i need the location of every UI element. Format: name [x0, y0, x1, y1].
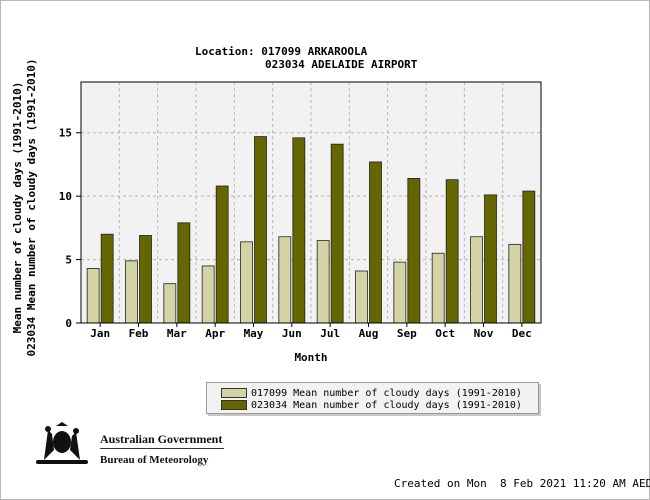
bar-series1-mar: [163, 283, 177, 324]
y-tick-label-15: 15: [59, 127, 72, 140]
plot-border: [80, 81, 542, 324]
x-tick-label-jun: Jun: [282, 327, 302, 340]
chart-title-line1: Location: 017099 ARKAROOLA: [195, 45, 368, 58]
x-tick-label-aug: Aug: [359, 327, 379, 340]
logo-divider: [100, 448, 224, 449]
x-tick-label-oct: Oct: [435, 327, 455, 340]
bar-series1-jan: [86, 268, 100, 324]
legend-label-series2: 023034 Mean number of cloudy days (1991-…: [251, 399, 522, 411]
created-timestamp: Created on Mon 8 Feb 2021 11:20 AM AEDT: [394, 477, 650, 490]
bar-series2-feb: [139, 235, 152, 324]
bar-series2-nov: [484, 194, 497, 324]
bar-series2-oct: [445, 179, 459, 324]
chart-title-line2: 023034 ADELAIDE AIRPORT: [265, 58, 418, 71]
bar-series2-jan: [100, 233, 114, 324]
y-tick-label-0: 0: [65, 317, 72, 330]
y-tick-label-5: 5: [65, 254, 72, 267]
bar-series1-feb: [125, 260, 138, 324]
bar-series2-jul: [330, 143, 344, 324]
x-tick-label-jul: Jul: [320, 327, 340, 340]
bar-series1-aug: [355, 270, 368, 324]
bar-series1-may: [240, 241, 253, 324]
bar-series2-dec: [522, 190, 536, 324]
bar-series1-nov: [470, 236, 483, 324]
x-tick-label-feb: Feb: [129, 327, 149, 340]
y-tick-label-10: 10: [59, 190, 72, 203]
x-tick-label-dec: Dec: [512, 327, 532, 340]
logo-government-text: Australian Government: [100, 432, 223, 446]
y-axis-label-2: 023034 Mean number of cloudy days (1991-…: [25, 58, 38, 356]
legend-entry-series1: 017099 Mean number of cloudy days (1991-…: [221, 387, 522, 399]
logo-bureau-text: Bureau of Meteorology: [100, 454, 209, 466]
bar-series1-apr: [201, 265, 215, 324]
bar-series1-jul: [316, 240, 330, 324]
x-axis-label: Month: [294, 351, 327, 364]
chart-legend: 017099 Mean number of cloudy days (1991-…: [206, 382, 539, 414]
x-tick-label-nov: Nov: [474, 327, 494, 340]
x-tick-label-apr: Apr: [205, 327, 225, 340]
bar-series1-jun: [278, 236, 292, 324]
bar-series2-sep: [407, 177, 421, 324]
legend-swatch-series1: [221, 388, 247, 398]
x-tick-label-jan: Jan: [90, 327, 110, 340]
legend-entry-series2: 023034 Mean number of cloudy days (1991-…: [221, 399, 522, 411]
bar-series2-aug: [369, 161, 382, 324]
legend-swatch-series2: [221, 400, 247, 410]
x-tick-label-sep: Sep: [397, 327, 417, 340]
legend-label-series1: 017099 Mean number of cloudy days (1991-…: [251, 387, 522, 399]
bar-series1-oct: [431, 252, 445, 324]
bar-series2-apr: [215, 185, 229, 324]
bar-series1-dec: [508, 243, 522, 324]
x-tick-label-may: May: [244, 327, 264, 340]
coat-of-arms-logo: [36, 422, 88, 464]
bar-series2-may: [254, 136, 267, 324]
y-axis-label-1: Mean number of cloudy days (1991-2010): [11, 82, 24, 334]
bar-series2-mar: [177, 222, 191, 324]
bar-series1-sep: [393, 261, 407, 324]
x-tick-label-mar: Mar: [167, 327, 187, 340]
bar-series2-jun: [292, 137, 306, 324]
